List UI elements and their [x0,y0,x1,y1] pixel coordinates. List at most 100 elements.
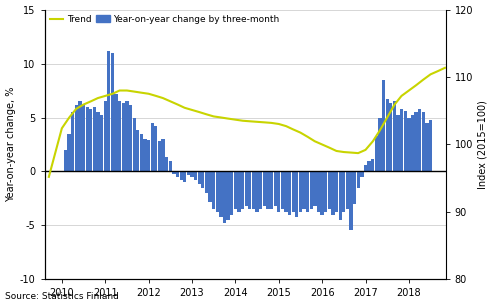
Bar [129,105,132,171]
Bar [393,101,396,171]
Bar [150,123,154,171]
Bar [310,171,313,209]
Bar [411,115,414,171]
Bar [198,171,201,185]
Bar [299,171,302,212]
Bar [209,171,211,202]
Bar [158,141,161,171]
Bar [422,112,425,171]
Bar [324,171,327,212]
Bar [378,118,382,171]
Bar [274,171,277,206]
Bar [194,171,197,180]
Bar [306,171,309,212]
Bar [111,53,114,171]
Bar [234,171,237,209]
Bar [245,171,248,206]
Bar [371,158,374,171]
Bar [313,171,317,206]
Bar [425,123,428,171]
Bar [277,171,281,212]
Bar [320,171,324,215]
Bar [179,171,183,180]
Bar [107,50,110,171]
Bar [360,171,363,177]
Bar [85,107,89,171]
Bar [96,112,100,171]
Bar [386,99,389,171]
Bar [140,134,143,171]
Bar [263,171,266,206]
Bar [331,171,335,215]
Bar [407,118,411,171]
Bar [328,171,331,209]
Bar [133,118,136,171]
Bar [317,171,320,212]
Y-axis label: Year-on-year change, %: Year-on-year change, % [5,87,16,202]
Bar [281,171,284,209]
Bar [187,171,190,175]
Y-axis label: Index (2015=100): Index (2015=100) [477,100,488,189]
Bar [404,111,407,171]
Bar [364,165,367,171]
Bar [71,112,74,171]
Bar [125,101,129,171]
Bar [270,171,273,209]
Bar [259,171,262,209]
Bar [143,139,146,171]
Legend: Trend, Year-on-year change by three-month: Trend, Year-on-year change by three-mont… [47,12,282,27]
Bar [118,101,121,171]
Bar [169,161,172,171]
Bar [389,103,392,171]
Bar [346,171,349,209]
Bar [93,107,96,171]
Bar [237,171,241,212]
Bar [241,171,244,209]
Bar [230,171,233,215]
Bar [183,171,186,182]
Bar [255,171,259,212]
Bar [418,109,422,171]
Bar [165,157,168,171]
Bar [353,171,356,204]
Bar [78,101,81,171]
Bar [382,80,385,171]
Bar [147,140,150,171]
Bar [291,171,295,212]
Bar [248,171,251,209]
Bar [335,171,338,212]
Bar [375,136,378,171]
Bar [400,109,403,171]
Bar [302,171,306,209]
Bar [212,171,215,209]
Bar [82,105,85,171]
Bar [172,171,176,174]
Bar [136,130,140,171]
Bar [396,115,400,171]
Bar [342,171,346,212]
Bar [64,150,67,171]
Bar [350,171,352,230]
Bar [161,139,165,171]
Bar [219,171,222,217]
Bar [74,105,78,171]
Bar [252,171,255,209]
Bar [100,115,103,171]
Bar [154,126,157,171]
Bar [356,171,360,188]
Bar [215,171,219,212]
Bar [339,171,342,220]
Bar [176,171,179,177]
Bar [205,171,208,193]
Bar [295,171,298,217]
Bar [122,103,125,171]
Bar [89,109,92,171]
Bar [104,101,107,171]
Bar [114,94,118,171]
Bar [223,171,226,223]
Bar [226,171,230,220]
Bar [367,161,371,171]
Bar [190,171,194,177]
Bar [201,171,205,188]
Bar [266,171,270,209]
